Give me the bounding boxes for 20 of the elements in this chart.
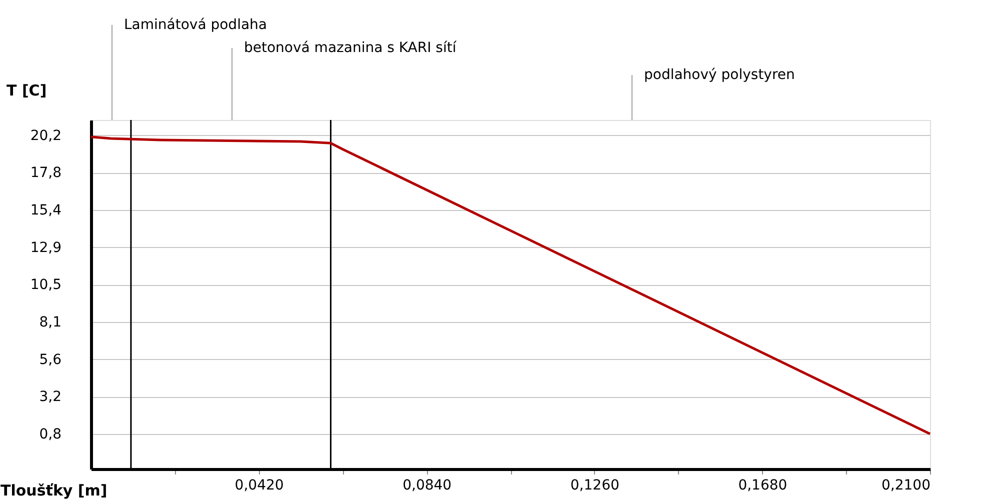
- y-tick-label: 0,8: [39, 426, 62, 442]
- y-tick-label: 8,1: [39, 314, 62, 330]
- y-tick-label: 20,2: [30, 128, 62, 144]
- x-tick-label: 0,1260: [570, 478, 620, 494]
- text: Laminátová podlaha: [124, 17, 267, 33]
- x-tick-label: 0,0840: [402, 478, 452, 494]
- x-tick-label: 0,1680: [738, 478, 788, 494]
- y-tick-label: 10,5: [30, 277, 62, 294]
- line-series: [90, 136, 932, 436]
- y-tick-label: 3,2: [39, 389, 62, 406]
- y-axis-title: T [C]: [6, 82, 47, 100]
- y-tick-label: 17,8: [30, 165, 62, 182]
- text: betonová mazanina s KARI sítí: [244, 40, 458, 56]
- x-tick-label: 0,0420: [234, 478, 284, 494]
- x-tick-label: 0,2100: [882, 478, 930, 494]
- y-tick-label: 15,4: [30, 202, 62, 219]
- y-tick-label: 5,6: [39, 352, 62, 368]
- y-tick-label: 12,9: [30, 240, 62, 256]
- text: podlahový polystyren: [644, 67, 795, 83]
- x-axis-title: Tloušťky [m]: [0, 482, 108, 500]
